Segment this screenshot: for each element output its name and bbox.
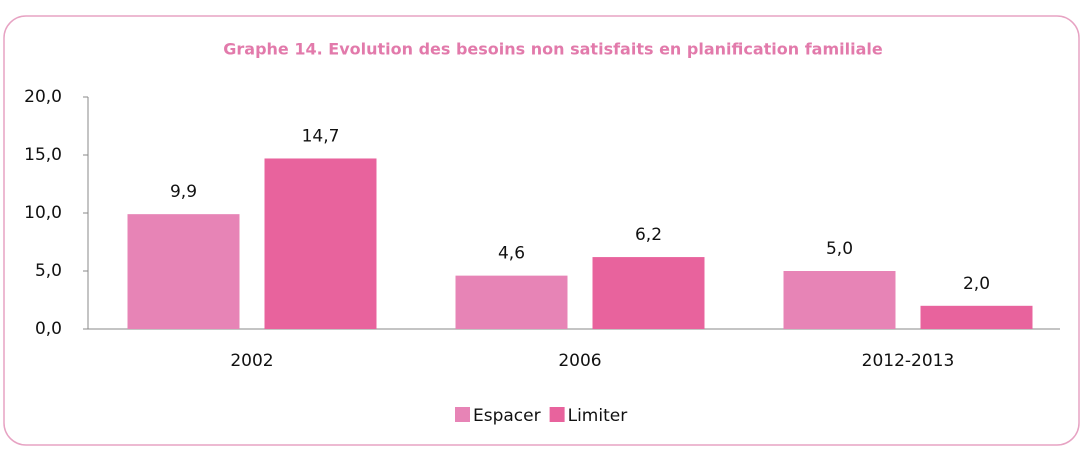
y-tick-label: 0,0 xyxy=(35,319,62,339)
bar xyxy=(592,257,705,329)
chart-title: Graphe 14. Evolution des besoins non sat… xyxy=(223,40,883,59)
legend-swatch xyxy=(549,407,565,422)
chart-border xyxy=(3,15,1080,446)
legend-label: Limiter xyxy=(568,406,628,426)
bar xyxy=(920,305,1033,329)
x-tick-label: 2006 xyxy=(558,351,601,371)
y-tick-label: 20,0 xyxy=(24,87,62,107)
bar xyxy=(783,271,896,329)
y-tick-label: 5,0 xyxy=(35,261,62,281)
x-tick-label: 2002 xyxy=(230,351,273,371)
bar xyxy=(455,275,568,329)
data-label: 6,2 xyxy=(635,225,662,245)
data-label: 14,7 xyxy=(302,126,340,146)
x-tick-label: 2012-2013 xyxy=(862,351,955,371)
y-tick-label: 15,0 xyxy=(24,145,62,165)
data-label: 5,0 xyxy=(826,239,853,259)
data-label: 4,6 xyxy=(498,244,525,264)
bar xyxy=(264,158,377,329)
data-label: 9,9 xyxy=(170,182,197,202)
y-tick-label: 10,0 xyxy=(24,203,62,223)
bar xyxy=(127,214,240,329)
legend-label: Espacer xyxy=(473,406,541,426)
data-label: 2,0 xyxy=(963,274,990,294)
legend-swatch xyxy=(455,407,470,422)
